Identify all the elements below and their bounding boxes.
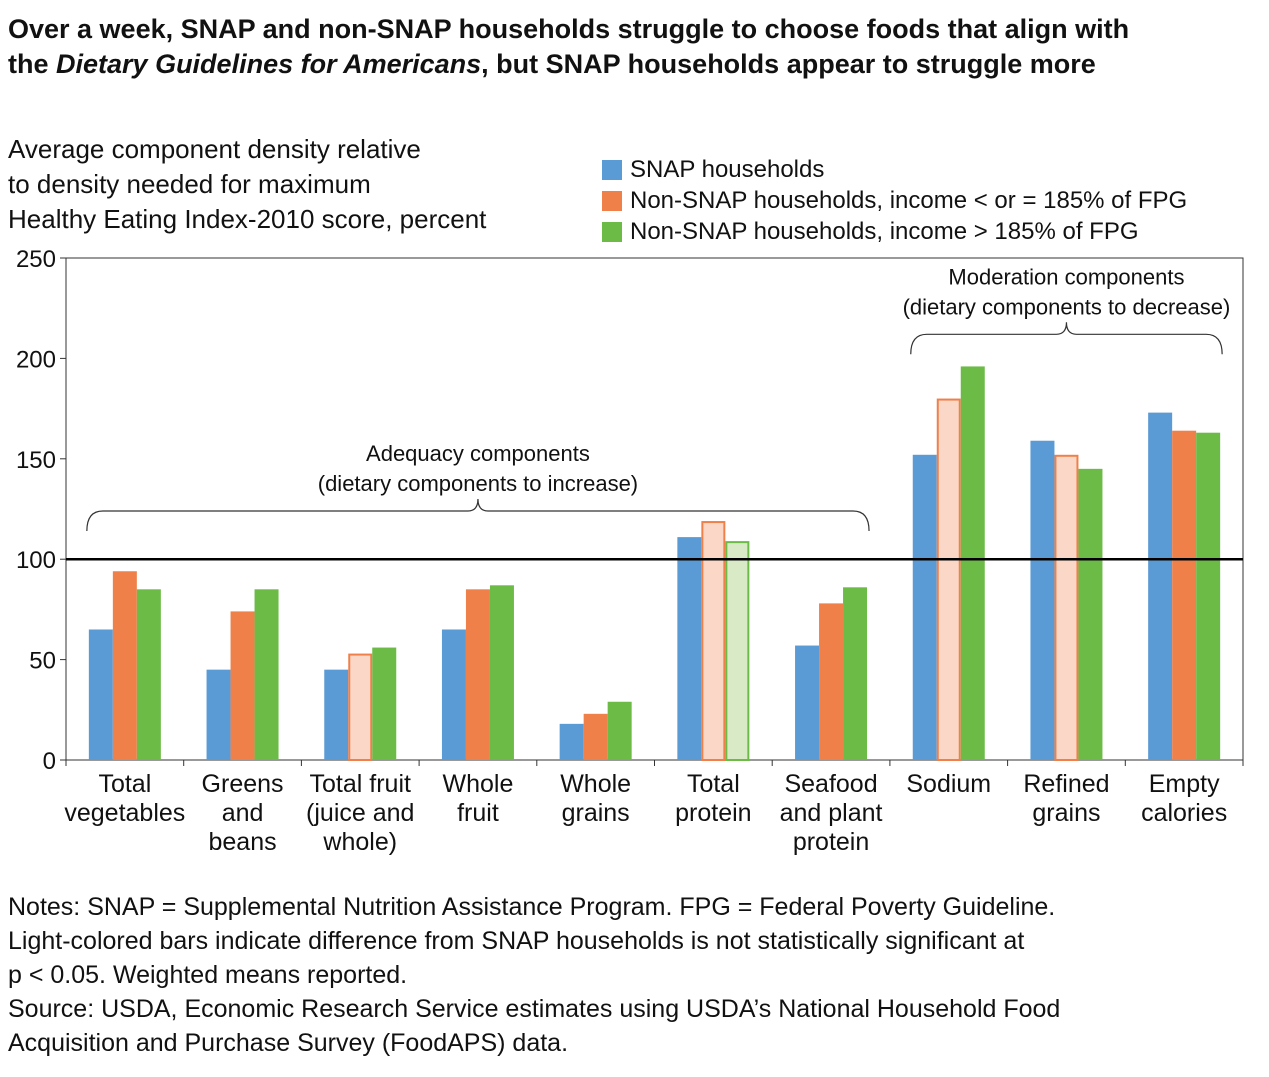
bar-non-snap-low-income-6 [819,603,844,760]
y-tick-label: 150 [16,447,56,474]
bar-snap-2 [324,669,349,760]
y-axis-label-line-1: Average component density relative [8,134,421,164]
x-category-label: and plant [780,799,883,827]
x-category-label: Seafood [784,770,877,798]
bar-chart: 050100150200250TotalvegetablesGreensandb… [16,246,1244,856]
bar-non-snap-low-income-1 [230,611,255,760]
x-category-label: Sodium [906,770,991,798]
notes-line-2: Light-colored bars indicate difference f… [8,927,1025,955]
chart-title: Over a week, SNAP and non-SNAP household… [8,12,1258,82]
legend-label-non-snap-high-income: Non-SNAP households, income > 185% of FP… [630,218,1139,245]
notes-line-1: Notes: SNAP = Supplemental Nutrition Ass… [8,893,1056,921]
legend-swatch-snap [602,159,622,180]
y-tick-label: 250 [16,246,56,273]
notes-source-line-2: Acquisition and Purchase Survey (FoodAPS… [8,1029,569,1057]
chart-title-prefix: the [8,49,57,79]
chart-title-line-1: Over a week, SNAP and non-SNAP household… [8,14,1130,44]
x-category-label: vegetables [64,799,185,827]
annotation-brace-0 [86,498,870,532]
bar-snap-0 [88,629,113,760]
bar-snap-6 [795,645,820,760]
chart-title-line-2: the Dietary Guidelines for Americans, bu… [8,47,1258,82]
legend-item-non-snap-high-income: Non-SNAP households, income > 185% of FP… [602,216,1187,247]
y-axis-label-line-3: Healthy Eating Index-2010 score, percent [8,204,487,234]
bar-non-snap-high-income-7 [960,366,985,760]
x-category-label: calories [1141,799,1227,827]
bar-non-snap-low-income-5 [701,521,726,761]
notes-line-3: p < 0.05. Weighted means reported. [8,961,408,989]
x-category-label: protein [793,828,869,856]
bar-snap-7 [912,454,937,760]
x-category-label: Whole [560,770,631,798]
bar-non-snap-high-income-0 [136,589,161,760]
x-category-label: Total [98,770,151,798]
bar-snap-8 [1030,440,1055,760]
annotation-label-0: (dietary components to increase) [318,471,638,496]
chart-title-suffix: , but SNAP households appear to struggle… [481,49,1096,79]
annotation-label-1: Moderation components [948,264,1184,289]
x-category-label: Greens [202,770,284,798]
bar-non-snap-high-income-8 [1078,468,1103,760]
bar-snap-5 [677,537,702,760]
y-axis-label: Average component density relative to de… [8,132,588,237]
bar-non-snap-high-income-2 [372,647,397,760]
x-category-label: grains [1032,799,1100,827]
legend-label-non-snap-low-income: Non-SNAP households, income < or = 185% … [630,187,1188,214]
x-category-label: Total fruit [310,770,411,798]
bar-non-snap-low-income-3 [465,589,490,760]
x-category-label: (juice and [306,799,414,827]
y-tick-label: 200 [16,346,56,373]
bar-non-snap-high-income-5 [725,541,750,761]
annotation-label-0: Adequacy components [366,441,590,466]
bar-non-snap-high-income-3 [489,585,514,760]
bar-non-snap-low-income-9 [1172,430,1197,760]
bar-non-snap-low-income-7 [936,398,961,761]
bar-non-snap-high-income-4 [607,701,632,760]
bar-non-snap-low-income-2 [348,653,373,761]
x-category-label: grains [562,799,630,827]
chart-title-emphasis: Dietary Guidelines for Americans [56,49,482,79]
bar-non-snap-high-income-6 [843,587,868,760]
legend-swatch-non-snap-low-income [602,190,622,211]
bar-non-snap-high-income-9 [1196,432,1221,760]
bar-snap-4 [559,723,584,760]
y-tick-label: 0 [43,748,56,775]
chart-legend: SNAP households Non-SNAP households, inc… [602,154,1187,247]
x-category-label: Total [687,770,740,798]
bar-non-snap-low-income-0 [112,571,137,760]
legend-item-snap: SNAP households [602,154,1187,185]
bar-snap-9 [1148,412,1173,760]
y-tick-label: 50 [29,648,56,675]
x-category-label: Whole [443,770,514,798]
x-category-label: protein [675,799,751,827]
legend-item-non-snap-low-income: Non-SNAP households, income < or = 185% … [602,185,1187,216]
annotation-brace-1 [910,322,1223,355]
bar-non-snap-high-income-1 [254,589,279,760]
legend-swatch-non-snap-high-income [602,221,622,242]
x-category-label: and [222,799,264,827]
legend-label-snap: SNAP households [630,156,825,183]
x-category-label: fruit [457,799,499,827]
chart-notes: Notes: SNAP = Supplemental Nutrition Ass… [8,890,1258,1060]
notes-source-line-1: Source: USDA, Economic Research Service … [8,995,1061,1023]
bar-snap-3 [441,629,466,760]
bar-non-snap-low-income-4 [583,713,608,760]
y-axis-label-line-2: to density needed for maximum [8,169,371,199]
x-category-label: whole) [322,828,397,856]
x-category-label: Empty [1149,770,1220,798]
annotation-label-1: (dietary components to decrease) [903,294,1231,319]
x-category-label: beans [208,828,276,856]
bar-non-snap-low-income-8 [1054,454,1079,761]
bar-snap-1 [206,669,231,760]
x-category-label: Refined [1023,770,1109,798]
y-tick-label: 100 [16,547,56,574]
